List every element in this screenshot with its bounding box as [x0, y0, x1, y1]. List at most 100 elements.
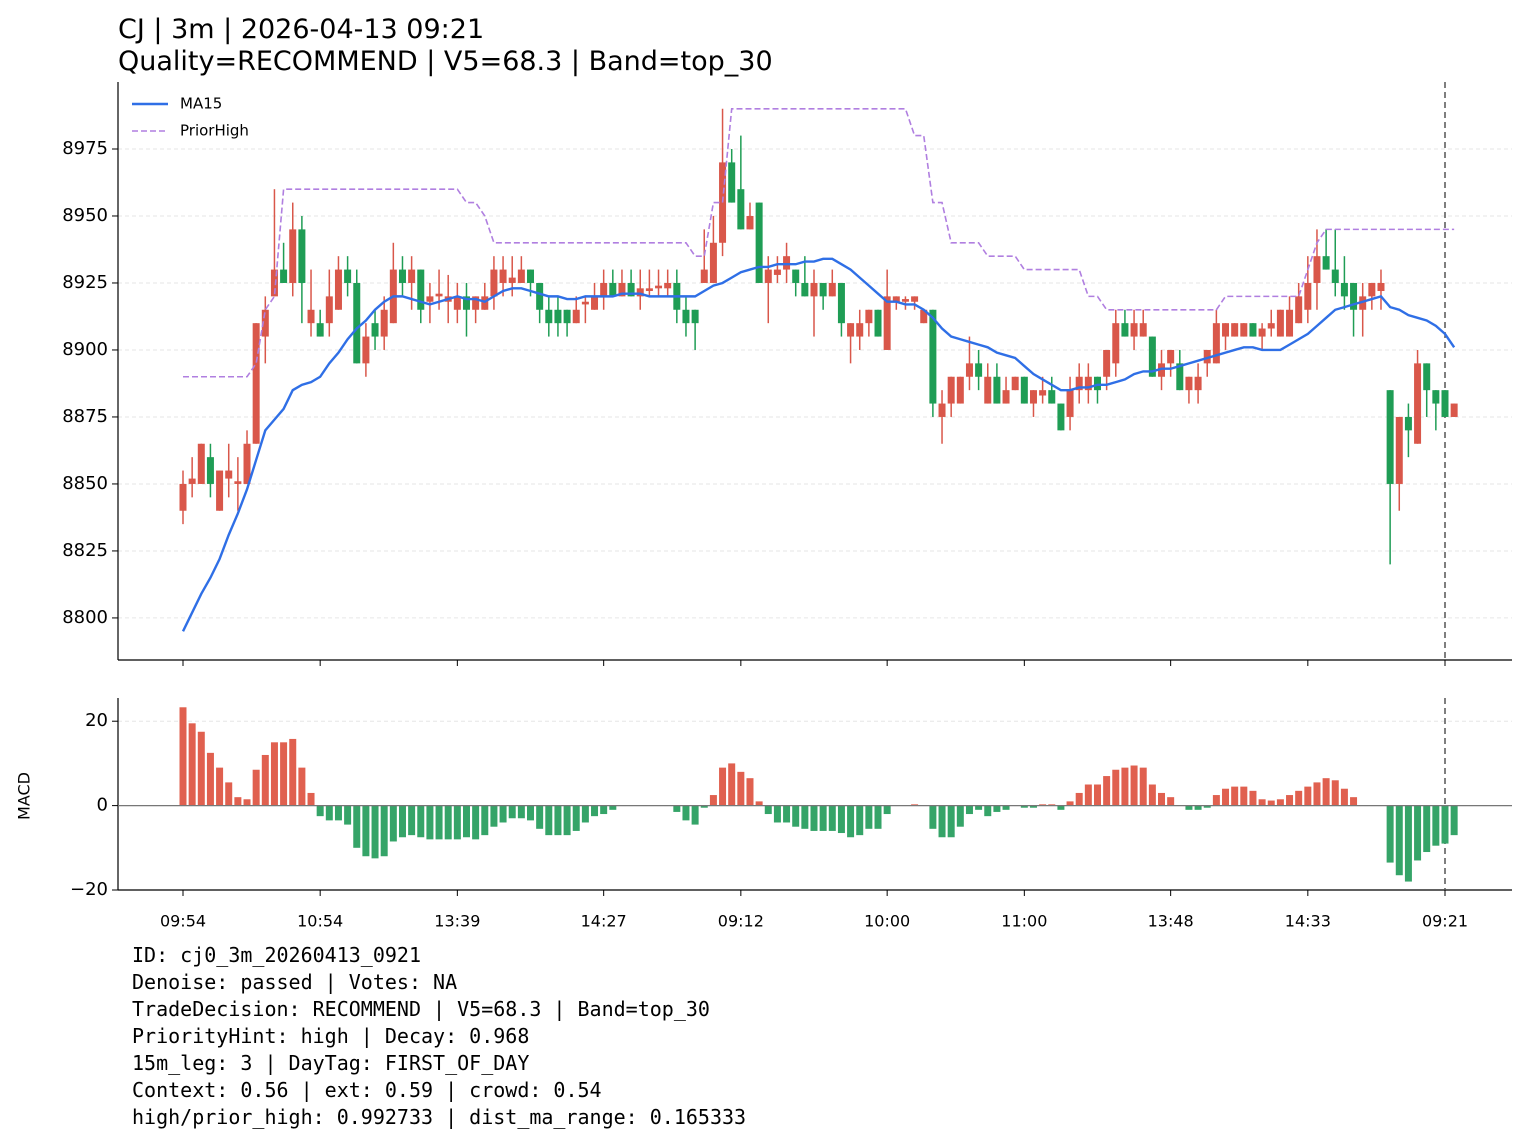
macd-bar — [444, 805, 452, 840]
y-tick-label: −20 — [70, 879, 108, 900]
macd-bar — [984, 805, 992, 817]
candle-body — [1222, 323, 1230, 337]
macd-bar — [225, 782, 233, 806]
candle-body — [1432, 390, 1440, 404]
macd-bar — [865, 805, 873, 829]
macd-bar — [1112, 769, 1120, 806]
macd-bar — [408, 805, 416, 836]
macd-bar — [536, 805, 544, 829]
y-tick-label: 8825 — [62, 540, 108, 561]
candle-body — [801, 282, 809, 297]
macd-bar — [499, 805, 507, 823]
macd-bar — [270, 742, 278, 806]
macd-bar — [965, 805, 973, 815]
y-tick-label: 8850 — [62, 473, 108, 494]
candle-body — [1240, 323, 1248, 337]
candle-body — [453, 296, 461, 310]
candle-body — [682, 309, 690, 324]
macd-bar — [1121, 767, 1129, 806]
candle-body — [1048, 390, 1056, 404]
candle-body — [691, 309, 699, 324]
macd-bar — [1203, 805, 1211, 808]
macd-bar — [1194, 805, 1202, 810]
macd-bar — [737, 771, 745, 806]
candle-body — [527, 269, 535, 283]
macd-bar — [938, 805, 946, 838]
macd-bar — [1139, 767, 1147, 806]
candle-body — [1194, 376, 1202, 391]
candle-body — [1176, 363, 1184, 391]
x-tick-label: 13:39 — [434, 912, 480, 931]
macd-bar — [856, 805, 864, 836]
macd-bar — [746, 778, 754, 806]
legend-label: PriorHigh — [180, 122, 249, 140]
x-tick-label: 09:12 — [718, 912, 764, 931]
candle-body — [371, 323, 379, 337]
candle-body — [1404, 416, 1412, 431]
candle-body — [243, 443, 251, 484]
candle-body — [984, 376, 992, 404]
macd-bar — [417, 805, 425, 838]
macd-bar — [591, 805, 599, 817]
info-line: 15m_leg: 3 | DayTag: FIRST_OF_DAY — [132, 1051, 529, 1075]
macd-bar — [673, 805, 681, 812]
macd-bar — [773, 805, 781, 823]
candle-body — [947, 376, 955, 404]
candle-body — [1304, 282, 1312, 310]
candle-body — [709, 242, 717, 283]
candle-body — [1212, 323, 1220, 364]
macd-bar — [462, 805, 470, 838]
candle-body — [307, 309, 315, 324]
x-tick-label: 13:48 — [1148, 912, 1194, 931]
candle-body — [398, 269, 406, 283]
candle-body — [408, 269, 416, 283]
candle-body — [188, 478, 196, 484]
candle-body — [792, 269, 800, 283]
macd-bar — [874, 805, 882, 829]
candle-body — [481, 296, 489, 310]
macd-bar — [389, 805, 397, 842]
macd-bar — [572, 805, 580, 831]
candle-body — [764, 269, 772, 283]
candle-body — [956, 376, 964, 404]
candle-body — [746, 215, 754, 230]
macd-bar — [1075, 792, 1083, 806]
candle-body — [1267, 323, 1275, 329]
candle-body — [600, 282, 608, 297]
macd-bar — [243, 799, 251, 806]
candle-body — [1103, 349, 1111, 377]
macd-bar — [728, 763, 736, 806]
macd-bar — [188, 723, 196, 806]
macd-bar — [426, 805, 434, 840]
candle-body — [737, 189, 745, 230]
macd-bar — [956, 805, 964, 827]
candle-body — [1029, 390, 1037, 404]
candle-body — [554, 309, 562, 324]
macd-bar — [316, 805, 324, 817]
candle-body — [911, 296, 919, 302]
candle-body — [618, 282, 626, 297]
candle-body — [536, 282, 544, 310]
candle-body — [325, 296, 333, 324]
y-tick-label: 8975 — [62, 138, 108, 159]
macd-bar — [298, 767, 306, 806]
macd-bar — [975, 805, 983, 810]
macd-bar — [911, 804, 919, 806]
candle-body — [289, 229, 297, 283]
candle-body — [1039, 390, 1047, 396]
candle-body — [828, 282, 836, 297]
macd-bar — [1167, 797, 1175, 806]
candle-body — [1057, 403, 1065, 431]
macd-bar — [1423, 805, 1431, 853]
candle-body — [783, 256, 791, 270]
candle-body — [773, 269, 781, 275]
macd-bar — [764, 805, 772, 815]
legend-label: MA15 — [180, 95, 222, 113]
candle-body — [197, 443, 205, 484]
candle-body — [206, 457, 214, 484]
macd-bar — [691, 805, 699, 825]
candle-body — [1340, 282, 1348, 297]
macd-bar — [307, 792, 315, 806]
macd-bar — [261, 754, 269, 806]
macd-bar — [453, 805, 461, 840]
